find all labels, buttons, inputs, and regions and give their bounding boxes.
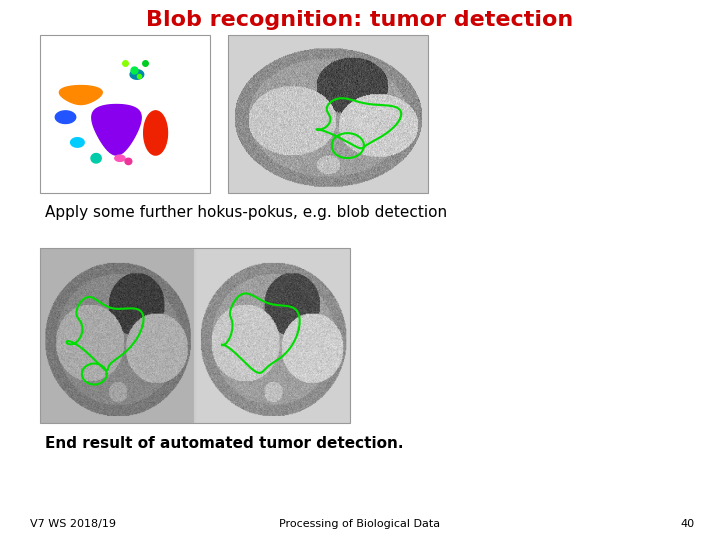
Polygon shape [59,85,102,105]
Text: Processing of Biological Data: Processing of Biological Data [279,519,441,529]
Polygon shape [92,105,141,155]
Polygon shape [125,158,132,165]
Polygon shape [55,111,76,124]
Polygon shape [130,70,144,79]
Text: End result of automated tumor detection.: End result of automated tumor detection. [45,435,403,450]
Text: Apply some further hokus-pokus, e.g. blob detection: Apply some further hokus-pokus, e.g. blo… [45,205,447,219]
Polygon shape [91,153,102,163]
Polygon shape [71,138,84,147]
Polygon shape [114,155,125,161]
Polygon shape [144,111,168,155]
Text: 40: 40 [681,519,695,529]
Text: Blob recognition: tumor detection: Blob recognition: tumor detection [146,10,574,30]
Text: V7 WS 2018/19: V7 WS 2018/19 [30,519,116,529]
